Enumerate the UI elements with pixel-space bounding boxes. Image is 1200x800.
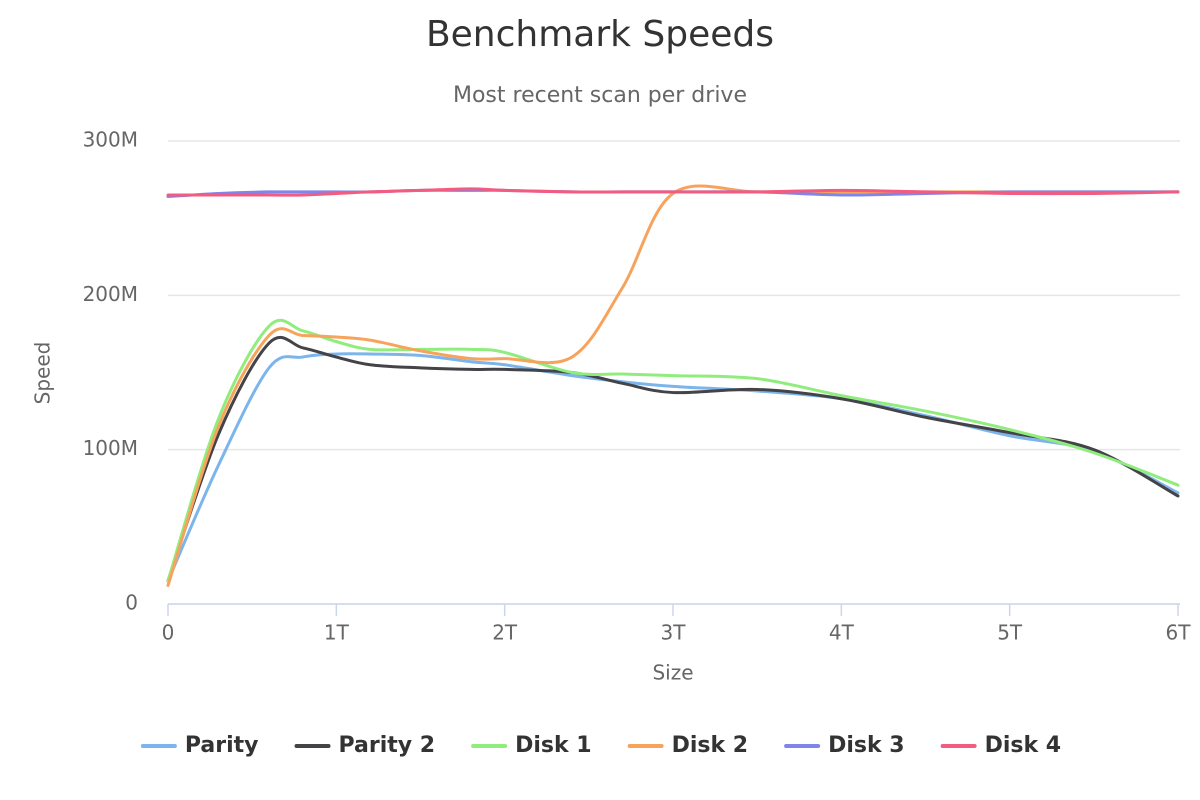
y-tick-label: 200M — [83, 282, 138, 306]
x-tick-label: 2T — [492, 621, 518, 645]
legend-label: Disk 2 — [672, 733, 749, 758]
legend-label: Parity 2 — [339, 733, 436, 758]
legend-item[interactable]: Disk 2 — [627, 733, 749, 758]
y-tick-label: 100M — [83, 436, 138, 460]
x-axis-title: Size — [652, 661, 693, 685]
series-line — [166, 335, 1180, 583]
x-tick-label: 5T — [997, 621, 1023, 645]
legend: Parity Parity 2 Disk 1 Disk 2 Disk 3 Disk 4 — [140, 733, 1062, 758]
series-line — [166, 187, 1180, 197]
y-axis-title: Speed — [31, 342, 55, 405]
y-tick-label: 0 — [125, 591, 138, 615]
x-tick-label: 6T — [1166, 621, 1192, 645]
series-line — [166, 318, 1180, 583]
chart-subtitle: Most recent scan per drive — [453, 83, 747, 108]
y-tick-label: 300M — [83, 128, 138, 152]
legend-item[interactable]: Disk 3 — [784, 733, 905, 758]
x-tick-label: 0 — [162, 621, 175, 645]
legend-label: Disk 3 — [828, 733, 905, 758]
legend-label: Parity — [185, 733, 259, 758]
series-line — [166, 352, 1180, 583]
x-tick-label: 4T — [829, 621, 855, 645]
legend-item[interactable]: Disk 1 — [471, 733, 592, 758]
chart-title: Benchmark Speeds — [426, 14, 774, 55]
legend-item[interactable]: Parity 2 — [294, 733, 436, 758]
legend-label: Disk 1 — [515, 733, 592, 758]
legend-label: Disk 4 — [985, 733, 1062, 758]
legend-item[interactable]: Parity — [140, 733, 259, 758]
x-tick-label: 1T — [324, 621, 350, 645]
legend-item[interactable]: Disk 4 — [940, 733, 1062, 758]
x-tick-label: 3T — [661, 621, 687, 645]
